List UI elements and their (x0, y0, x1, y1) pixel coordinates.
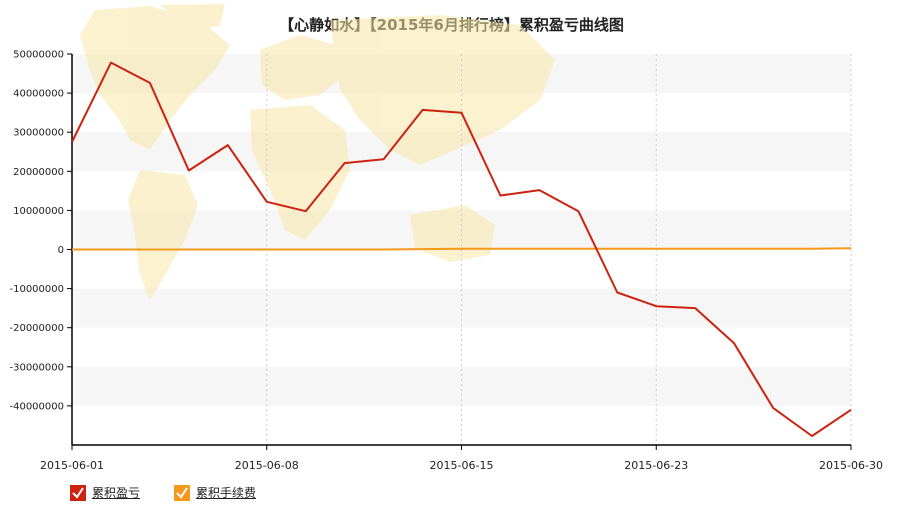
x-tick-label: 2015-06-01 (40, 459, 104, 472)
y-tick-label: 10000000 (13, 206, 64, 217)
y-tick-label: -10000000 (9, 284, 64, 295)
map-south-america (128, 170, 198, 300)
map-africa (250, 105, 350, 240)
y-tick-label: 50000000 (13, 50, 64, 61)
series-line-cum-pnl (71, 61, 852, 437)
map-north-america (80, 6, 230, 150)
y-tick-label: -30000000 (9, 362, 64, 373)
y-axis-tick-labels: 50000000 40000000 30000000 20000000 10000000… (9, 50, 64, 413)
map-europe (260, 35, 345, 100)
y-tick-label: 30000000 (13, 128, 64, 139)
checkbox-checked-icon[interactable] (174, 484, 191, 501)
y-tick-label: 20000000 (13, 167, 64, 178)
x-tick-label: 2015-06-23 (624, 459, 688, 472)
legend-item-cum-pnl[interactable]: 累积盈亏 (70, 484, 140, 501)
series-lines (71, 61, 852, 437)
x-tick-label: 2015-06-08 (235, 459, 299, 472)
map-greenland (160, 4, 225, 30)
plot-background (72, 54, 851, 406)
x-tick-label: 2015-06-15 (430, 459, 494, 472)
series-line-cum-fee (72, 247, 852, 251)
y-tick-label: 0 (58, 245, 64, 256)
checkbox-checked-icon[interactable] (70, 484, 86, 501)
legend-label[interactable]: 累积手续费 (196, 486, 257, 500)
map-asia (330, 15, 555, 165)
legend-label[interactable]: 累积盈亏 (92, 486, 141, 500)
world-map-watermark (80, 4, 555, 300)
legend-item-cum-fee[interactable]: 累积手续费 (174, 484, 256, 501)
y-tick-label: 40000000 (13, 89, 64, 100)
x-axis-tick-labels: 2015-06-01 2015-06-08 2015-06-15 2015-06-23… (40, 459, 883, 472)
y-tick-label: -20000000 (9, 323, 64, 334)
y-tick-label: -40000000 (9, 401, 64, 412)
chart-legend: 累积盈亏 累积手续费 (70, 484, 290, 501)
x-tick-label: 2015-06-30 (819, 459, 883, 472)
